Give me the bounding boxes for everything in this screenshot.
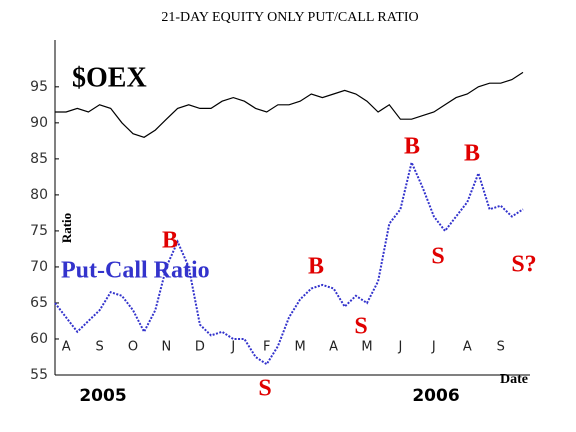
x-tick-label: M (361, 340, 372, 355)
x-tick-label: J (230, 340, 235, 355)
x-tick-label: A (329, 340, 338, 355)
x-tick-label: J (431, 340, 436, 355)
series-line (55, 71, 524, 138)
year-label: 2006 (412, 386, 459, 406)
y-axis-label: Ratio (59, 213, 74, 243)
annotation: S (258, 376, 271, 402)
x-tick-label: A (463, 340, 472, 355)
y-tick-label: 80 (30, 187, 48, 203)
series-label: $OEX (72, 62, 147, 93)
annotation: B (162, 228, 178, 254)
x-tick-label: J (398, 340, 403, 355)
y-tick-label: 65 (30, 295, 48, 311)
annotation: S? (511, 252, 536, 278)
x-tick-label: F (263, 340, 270, 355)
annotation: B (308, 254, 324, 280)
x-tick-label: N (162, 340, 172, 355)
y-tick-label: 90 (30, 115, 48, 131)
y-tick-label: 70 (30, 259, 48, 275)
series-label: Put-Call Ratio (61, 258, 210, 284)
y-tick-label: 60 (30, 331, 48, 347)
chart-title: 21-DAY EQUITY ONLY PUT/CALL RATIO (161, 10, 418, 25)
annotation: B (464, 141, 480, 167)
x-axis-label: Date (500, 372, 528, 387)
x-tick-label: D (195, 340, 205, 355)
x-tick-label: O (128, 340, 138, 355)
x-tick-label: M (295, 340, 306, 355)
x-tick-label: S (497, 340, 505, 355)
year-label: 2005 (79, 386, 126, 406)
x-tick-label: S (95, 340, 103, 355)
y-tick-label: 55 (30, 367, 48, 383)
x-tick-label: A (62, 340, 71, 355)
series-line (54, 159, 524, 366)
y-tick-label: 85 (30, 151, 48, 167)
y-tick-label: 75 (30, 223, 48, 239)
annotation: B (404, 134, 420, 160)
y-tick-label: 95 (30, 79, 48, 95)
annotation: S (354, 314, 367, 340)
annotation: S (431, 244, 444, 270)
